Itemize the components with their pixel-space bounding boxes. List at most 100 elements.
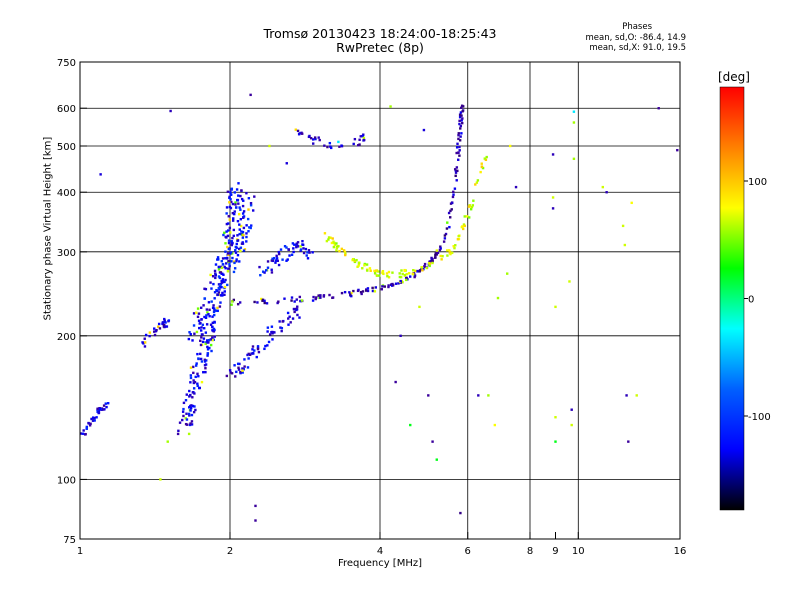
data-point — [340, 144, 343, 147]
data-point — [203, 287, 206, 290]
data-point — [200, 360, 204, 363]
data-point — [289, 321, 292, 324]
data-point — [228, 262, 231, 266]
data-point — [278, 320, 281, 323]
data-point — [440, 258, 443, 261]
data-point — [82, 429, 85, 432]
data-point — [167, 319, 171, 322]
x-tick-label: 6 — [465, 546, 471, 557]
chart-subtitle: RwPretec (8p) — [336, 40, 424, 55]
data-point — [247, 352, 250, 356]
data-point — [105, 405, 108, 409]
data-point — [298, 316, 301, 319]
data-point — [185, 412, 188, 415]
data-point — [235, 258, 238, 261]
y-tick-label: 100 — [57, 475, 76, 486]
data-point — [305, 254, 308, 257]
data-point — [209, 281, 212, 284]
data-point — [198, 326, 201, 330]
data-point — [191, 404, 195, 408]
data-point — [213, 291, 217, 294]
data-point — [224, 250, 227, 253]
data-point — [102, 404, 106, 407]
data-point — [158, 327, 162, 330]
data-point — [91, 419, 95, 422]
data-point — [194, 364, 198, 367]
data-point — [249, 93, 252, 97]
data-point — [428, 260, 431, 263]
data-point — [352, 142, 355, 146]
data-point — [455, 166, 459, 169]
data-point — [177, 429, 180, 433]
data-point — [457, 137, 460, 141]
data-point — [295, 242, 299, 245]
data-point — [165, 325, 169, 328]
data-point — [335, 246, 339, 250]
data-point — [229, 371, 232, 374]
data-point — [227, 253, 230, 256]
data-point — [229, 231, 232, 234]
data-point — [551, 196, 555, 199]
data-point — [311, 251, 314, 254]
data-point — [196, 372, 199, 376]
phase-stats-o: mean, sd,O: -86.4, 14.9 — [585, 33, 686, 43]
data-point — [263, 301, 266, 305]
data-point — [189, 366, 193, 369]
data-point — [254, 504, 257, 508]
data-point — [261, 299, 264, 302]
data-point — [357, 262, 361, 265]
data-point — [329, 236, 332, 239]
data-point — [189, 422, 192, 425]
data-point — [216, 258, 219, 261]
data-point — [458, 139, 462, 142]
data-point — [352, 289, 355, 293]
data-point — [266, 326, 270, 329]
data-point — [227, 247, 231, 251]
data-point — [427, 394, 430, 397]
data-point — [332, 245, 336, 249]
data-point — [225, 374, 229, 378]
data-point — [314, 297, 317, 301]
data-point — [230, 243, 234, 247]
data-point — [446, 249, 449, 252]
data-point — [605, 191, 608, 194]
data-point — [386, 274, 389, 278]
data-point — [454, 169, 458, 172]
data-point — [224, 278, 227, 282]
data-point — [355, 258, 358, 262]
data-point — [356, 144, 360, 147]
data-point — [332, 240, 335, 243]
data-point — [153, 327, 156, 330]
data-point — [211, 325, 214, 329]
data-point — [253, 195, 256, 198]
data-point — [253, 349, 256, 352]
data-point — [449, 209, 452, 213]
data-point — [143, 337, 146, 340]
grid-lines — [80, 62, 680, 539]
data-point — [200, 326, 203, 329]
data-point — [554, 416, 557, 419]
data-point — [189, 376, 193, 380]
data-point — [213, 313, 216, 317]
data-point — [214, 263, 218, 266]
data-point — [237, 366, 240, 369]
phase-stats-x: mean, sd,X: 91.0, 19.5 — [589, 43, 686, 53]
data-point — [248, 226, 251, 229]
data-point — [394, 282, 398, 285]
data-point — [226, 234, 230, 238]
data-point — [242, 199, 245, 202]
data-point — [251, 345, 255, 348]
y-tick-label: 75 — [63, 535, 76, 546]
data-point — [216, 309, 219, 313]
data-point — [201, 333, 204, 336]
data-point — [240, 230, 243, 233]
data-point — [423, 262, 427, 266]
data-point — [296, 129, 300, 133]
data-point — [353, 137, 357, 141]
data-point — [449, 252, 452, 256]
data-point — [350, 291, 353, 295]
data-point — [401, 281, 404, 284]
data-point — [231, 211, 235, 215]
data-point — [153, 330, 156, 333]
data-point — [266, 330, 269, 333]
